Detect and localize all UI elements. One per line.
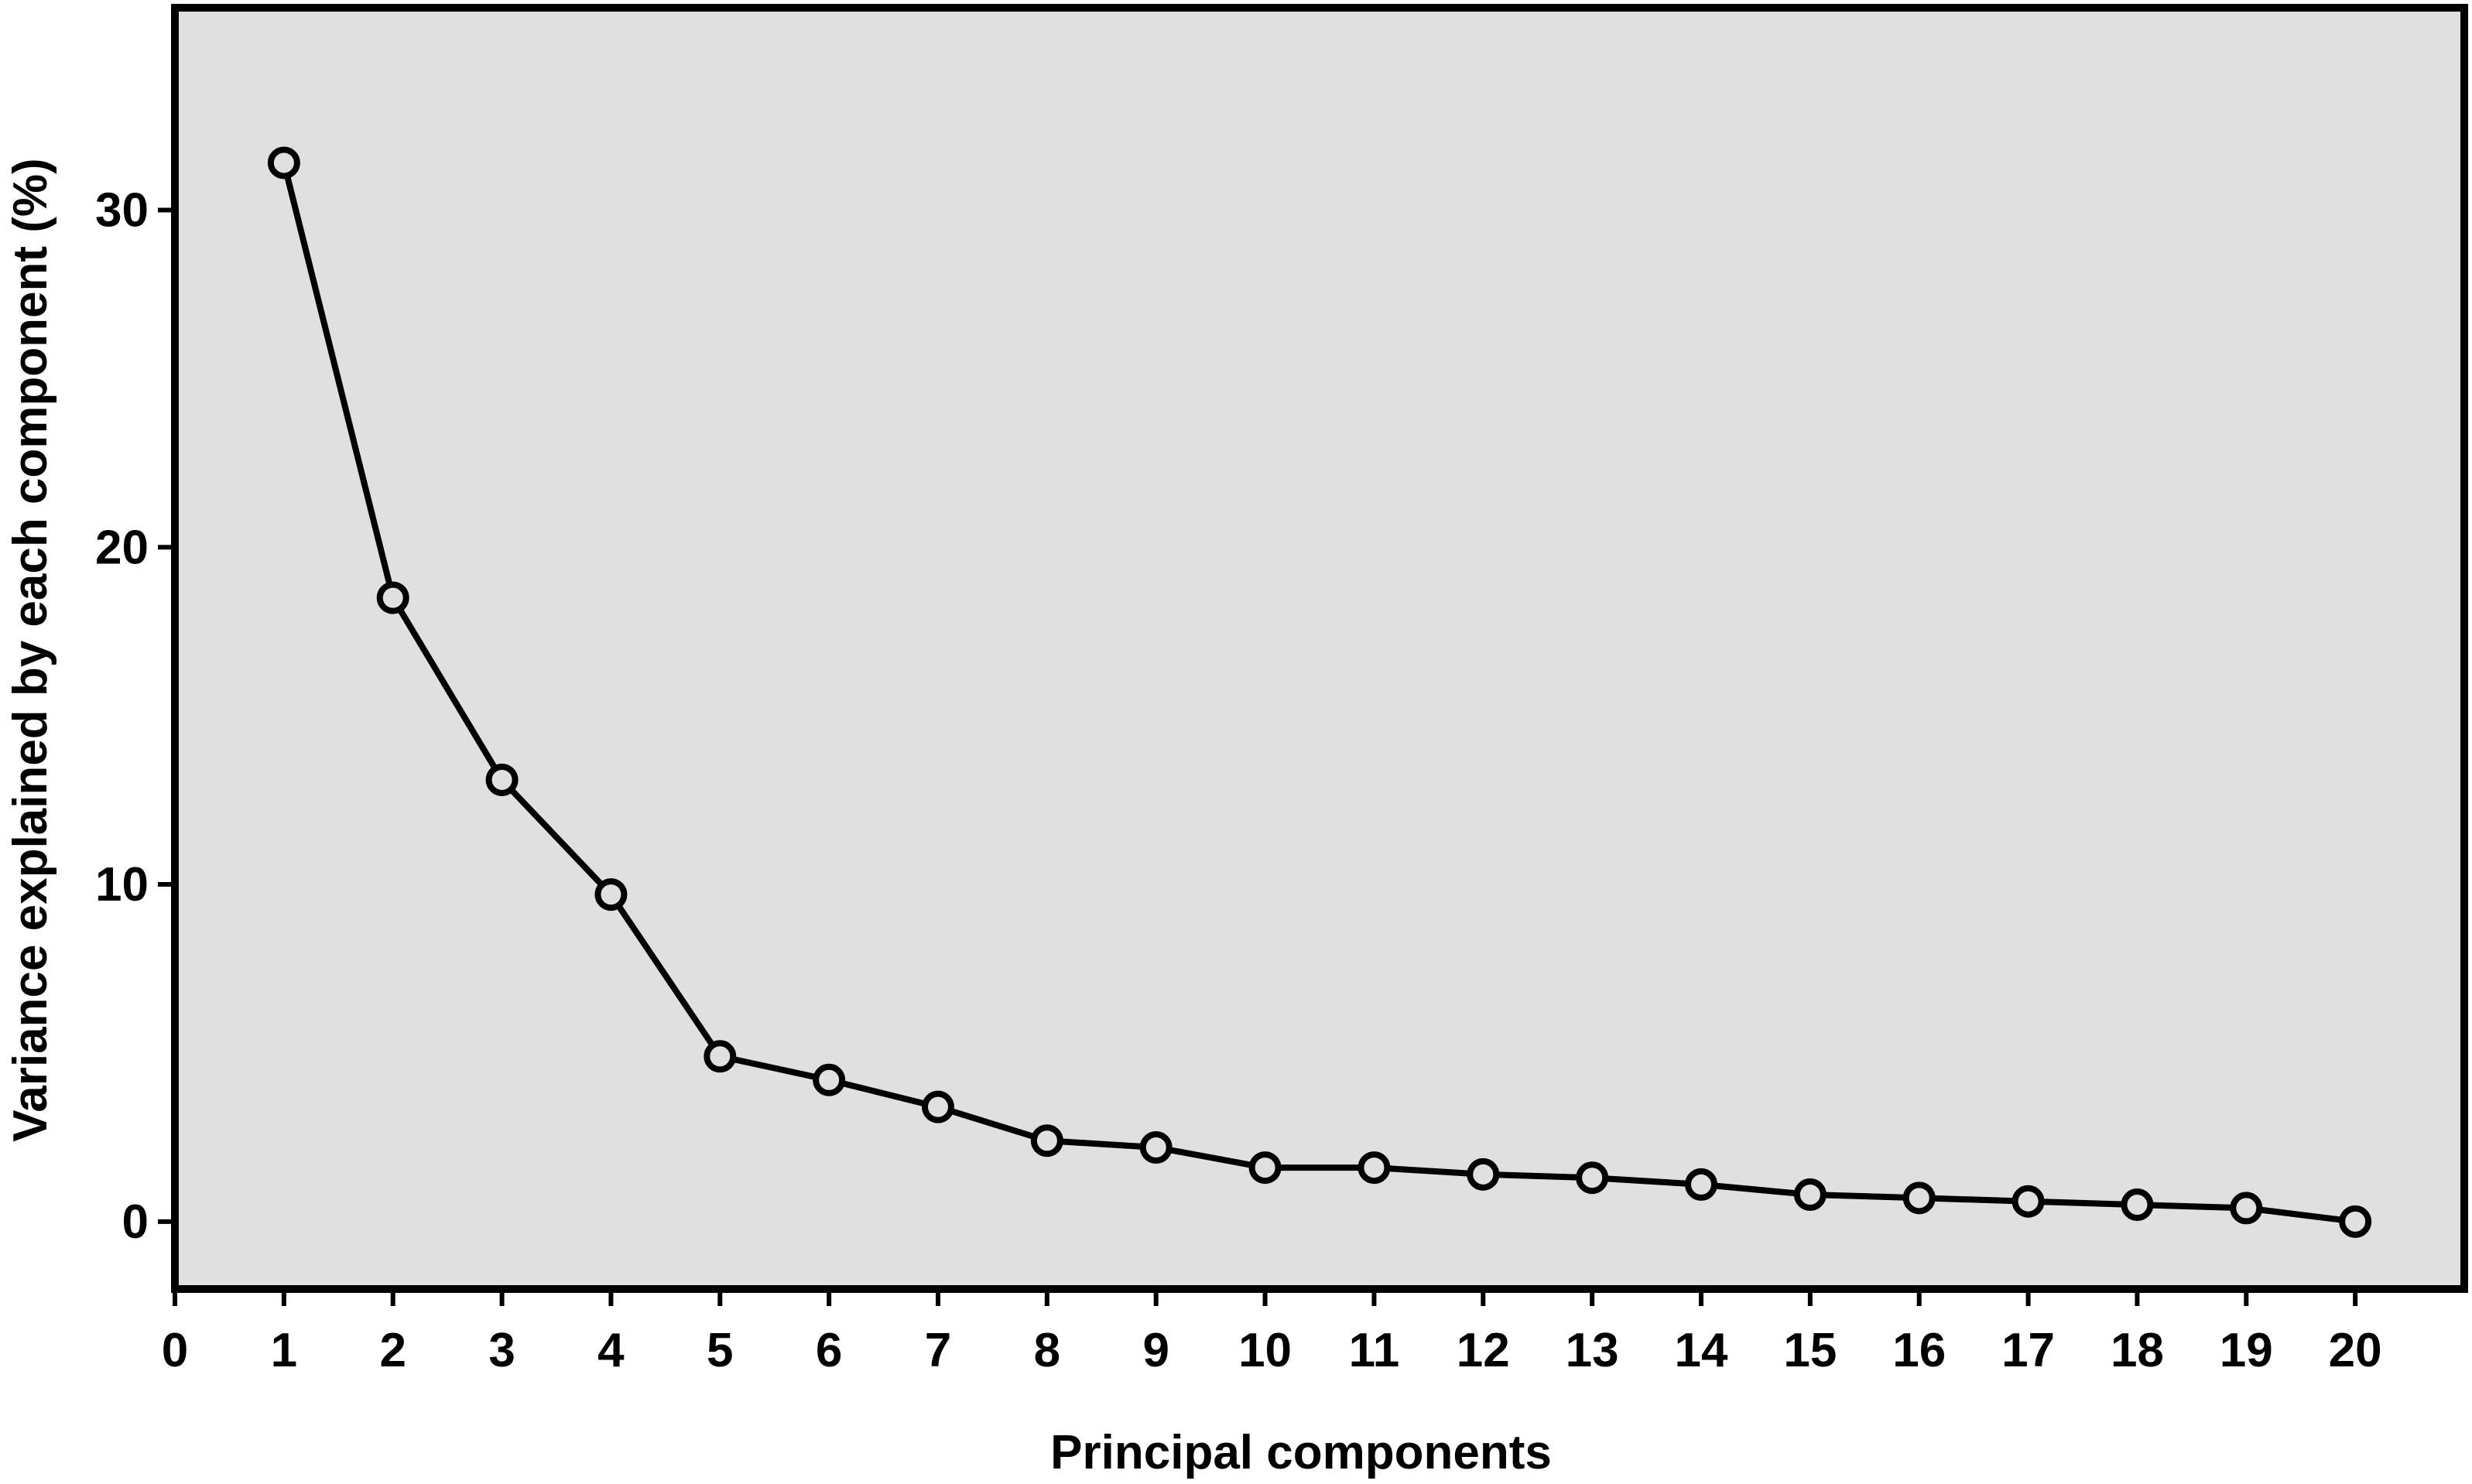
- data-point: [2339, 1205, 2372, 1238]
- plot-area: [171, 4, 2468, 1293]
- data-point: [594, 878, 628, 911]
- y-axis: 0 10 20 30: [95, 183, 175, 1249]
- data-point: [813, 1063, 846, 1096]
- x-tick-label: 19: [2220, 1324, 2273, 1377]
- x-tick-label: 3: [488, 1324, 515, 1377]
- x-tick-label: 17: [2001, 1324, 2055, 1377]
- y-tick-label: 0: [122, 1195, 149, 1249]
- data-point: [1030, 1124, 1063, 1157]
- y-axis-title: Variance explained by each component (%): [4, 158, 57, 1141]
- x-tick-label: 18: [2111, 1324, 2164, 1377]
- x-tick-label: 12: [1457, 1324, 1510, 1377]
- data-point: [1685, 1168, 1717, 1201]
- x-tick-label: 8: [1034, 1324, 1060, 1377]
- x-tick-label: 4: [597, 1324, 625, 1377]
- data-point: [704, 1040, 737, 1073]
- y-tick-label: 20: [95, 521, 149, 574]
- data-point: [2230, 1192, 2263, 1225]
- data-point: [2121, 1188, 2154, 1222]
- data-point: [376, 581, 409, 614]
- data-point: [922, 1090, 954, 1123]
- x-tick-label: 5: [707, 1324, 733, 1377]
- x-axis: 0 1 2 3 4 5 6 7 8 9 10 11 12 13 14 15 16 17 18 19 20: [162, 1289, 2382, 1377]
- x-tick-label: 7: [925, 1324, 951, 1377]
- x-tick-label: 13: [1566, 1324, 1619, 1377]
- data-point: [1139, 1130, 1173, 1164]
- data-point: [1358, 1151, 1391, 1185]
- series-line: [281, 162, 2356, 1225]
- data-point: [267, 146, 300, 180]
- y-tick-label: 10: [95, 858, 149, 911]
- x-tick-label: 6: [816, 1324, 842, 1377]
- data-point: [1248, 1151, 1282, 1185]
- data-point: [485, 763, 519, 796]
- x-tick-label: 1: [271, 1324, 297, 1377]
- x-axis-title: Principal components: [1050, 1426, 1552, 1479]
- data-markers: [267, 146, 2372, 1238]
- y-tick-label: 30: [95, 183, 149, 237]
- x-tick-label: 0: [162, 1324, 188, 1377]
- x-tick-label: 15: [1783, 1324, 1837, 1377]
- data-point: [1793, 1178, 1827, 1211]
- x-tick-label: 16: [1892, 1324, 1946, 1377]
- x-tick-label: 14: [1675, 1324, 1728, 1377]
- x-tick-label: 2: [379, 1324, 406, 1377]
- data-point: [1902, 1181, 1936, 1215]
- data-point: [2011, 1185, 2045, 1218]
- x-tick-label: 20: [2329, 1324, 2382, 1377]
- x-tick-label: 11: [1349, 1324, 1400, 1377]
- data-point: [1576, 1161, 1609, 1195]
- data-point: [1467, 1157, 1500, 1191]
- x-tick-label: 9: [1142, 1324, 1169, 1377]
- x-tick-label: 10: [1238, 1324, 1292, 1377]
